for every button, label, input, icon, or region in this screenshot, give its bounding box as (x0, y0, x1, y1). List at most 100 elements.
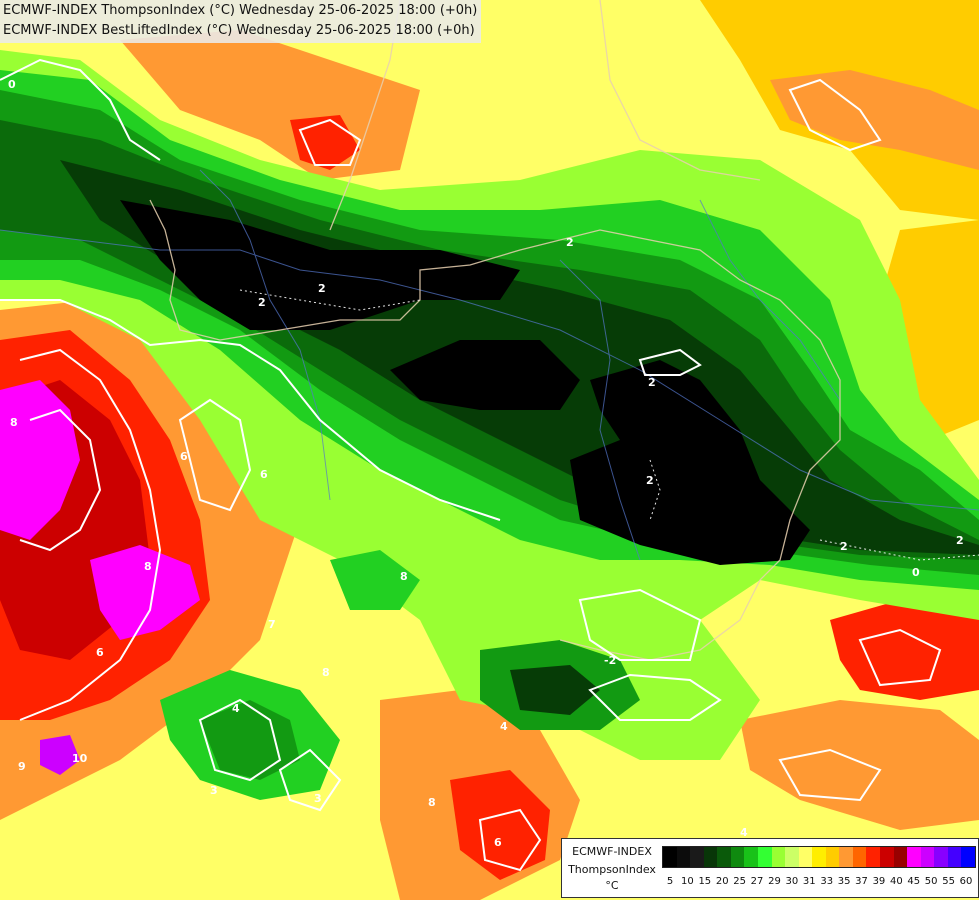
legend-swatch (866, 847, 880, 867)
river-1 (0, 229, 979, 511)
contour-label: 8 (144, 560, 152, 573)
contour-9 (298, 118, 362, 166)
contour-4 (178, 398, 252, 512)
contour-label: 6 (494, 836, 502, 849)
extreme-region-w (0, 380, 80, 540)
contour-label: 3 (314, 792, 322, 805)
contour-label: 0 (8, 78, 16, 91)
border-4 (559, 579, 761, 661)
contour-label: 7 (268, 618, 276, 631)
contour-14 (198, 698, 282, 782)
contour-label: 8 (10, 416, 18, 429)
green-patch-c (330, 550, 420, 610)
legend-swatch (825, 847, 840, 867)
green-patch-s1-core (200, 700, 300, 780)
hot-region-e (830, 600, 979, 700)
contour-8 (788, 78, 882, 152)
legend-swatch (961, 847, 975, 867)
contour-15 (638, 348, 702, 376)
contour-label: 2 (318, 282, 326, 295)
legend-title-model: ECMWF-INDEX (572, 845, 652, 858)
map-title-secondary: ECMWF-INDEX BestLiftedIndex (°C) Wednesd… (3, 23, 475, 38)
legend-tick-label: 35 (837, 876, 851, 887)
river-3 (559, 259, 641, 561)
legend-swatch (947, 847, 962, 867)
contour-13 (0, 58, 161, 161)
map-title-box: ECMWF-INDEX ThompsonIndex (°C) Wednesday… (0, 0, 482, 43)
contour-label: 2 (646, 474, 654, 487)
color-legend: ECMWF-INDEX ThompsonIndex °C 5 10 15 20 25 27… (561, 838, 979, 898)
legend-tick-label: 31 (802, 876, 816, 887)
legend-tick-label: 50 (924, 876, 938, 887)
legend-tick-label: 5 (666, 876, 674, 887)
legend-tick-label: 29 (768, 876, 781, 887)
legend-tick-label: 60 (959, 876, 973, 887)
contour-label: 4 (740, 826, 748, 839)
extreme-region-w2 (90, 545, 200, 640)
contour-lines (0, 58, 942, 872)
legend-tick-label: 15 (698, 876, 712, 887)
contour-label: 2 (956, 534, 964, 547)
contour-2 (19, 348, 162, 721)
contour-5 (578, 588, 702, 661)
legend-swatch (893, 847, 908, 867)
legend-swatch (717, 847, 731, 867)
legend-swatch (785, 847, 799, 867)
contour-label: 6 (260, 468, 268, 481)
warm-region-ne-core (770, 70, 979, 170)
contour-label: 9 (18, 760, 26, 773)
legend-swatch (744, 847, 758, 867)
hot-region-s (450, 770, 550, 880)
legend-swatch (852, 847, 867, 867)
contour-12 (478, 808, 542, 872)
legend-swatch (920, 847, 935, 867)
legend-swatch (676, 847, 691, 867)
extreme-region-sw (40, 735, 80, 775)
legend-tick-label: 55 (942, 876, 955, 887)
legend-title-index: ThompsonIndex (568, 863, 656, 876)
dotted-2 (649, 459, 661, 521)
contour-label: 3 (210, 784, 218, 797)
border-1 (149, 199, 561, 341)
legend-tick-label: 37 (855, 876, 868, 887)
dotted-1 (239, 289, 421, 311)
green-patch-s2-core (510, 665, 600, 715)
contour-label: 4 (500, 720, 508, 733)
legend-tick-labels: 5 10 15 20 25 27 29 30 31 33 35 37 39 40 45 50 55 60 (662, 876, 974, 890)
contour-label: 8 (322, 666, 330, 679)
contour-label: 6 (96, 646, 104, 659)
legend-swatch (771, 847, 786, 867)
contour-label: 2 (258, 296, 266, 309)
legend-tick-label: 33 (820, 876, 834, 887)
contour-label-group: 0 2 2 2 2 2 2 2 0 8 8 6 6 8 6 9 6 10 8 8… (8, 78, 964, 849)
contour-label: 4 (232, 702, 240, 715)
legend-tick-label: 27 (750, 876, 764, 887)
legend-swatch (812, 847, 826, 867)
legend-swatch (663, 847, 677, 867)
dotted-contours (239, 289, 979, 561)
legend-swatch (730, 847, 745, 867)
legend-tick-label: 25 (733, 876, 747, 887)
legend-tick-label: 45 (907, 876, 921, 887)
contour-1 (0, 299, 501, 521)
legend-color-bar (662, 846, 976, 868)
low-index-core-south (390, 340, 580, 410)
river-4 (699, 199, 841, 401)
legend-unit: °C (605, 879, 619, 892)
legend-swatch (798, 847, 813, 867)
contour-label: 2 (648, 376, 656, 389)
contour-3 (19, 408, 102, 552)
contour-7 (278, 748, 342, 812)
contour-10 (858, 628, 942, 687)
contour-11 (778, 748, 882, 802)
map-title-primary: ECMWF-INDEX ThompsonIndex (°C) Wednesday… (3, 3, 478, 18)
border-5 (599, 0, 761, 181)
legend-tick-label: 40 (889, 876, 903, 887)
border-2 (559, 229, 841, 581)
contour-label: 0 (912, 566, 920, 579)
legend-swatch (934, 847, 948, 867)
contour-label: 6 (180, 450, 188, 463)
legend-swatch (839, 847, 853, 867)
